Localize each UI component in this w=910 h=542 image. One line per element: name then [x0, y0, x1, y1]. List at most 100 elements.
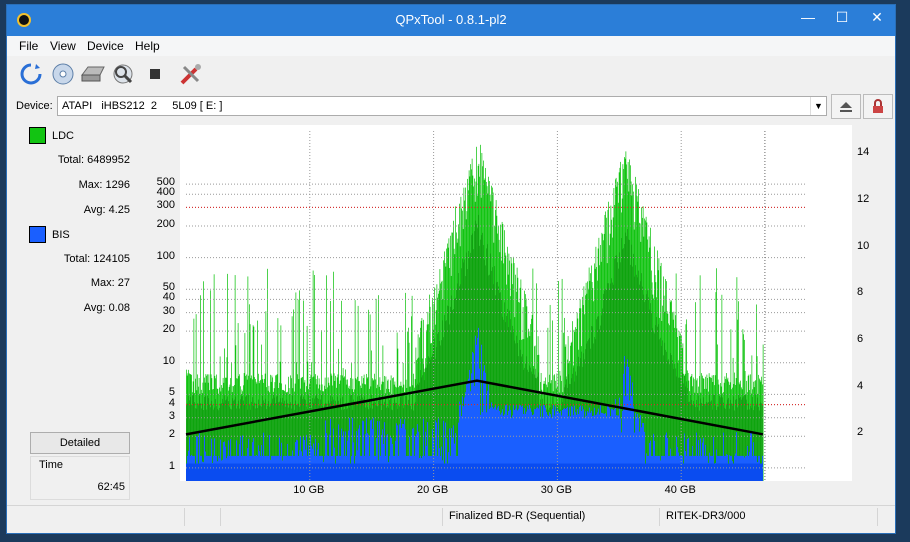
ldc-average-bar [198, 404, 199, 481]
ldc-average-bar [241, 396, 242, 481]
ldc-average-bar [378, 400, 379, 481]
ldc-average-bar [314, 398, 315, 481]
bis-bar [329, 434, 330, 481]
bis-bar [496, 409, 497, 481]
bis-bar [458, 422, 459, 481]
ldc-bar [558, 280, 559, 481]
ldc-average-bar [187, 403, 188, 481]
bis-bar [564, 408, 565, 481]
ldc-bar [736, 277, 738, 481]
ldc-average-bar [743, 396, 744, 481]
maximize-button[interactable]: ☐ [835, 9, 849, 25]
ldc-average-bar [610, 283, 611, 481]
menu-help[interactable]: Help [135, 39, 160, 53]
bis-bar [603, 413, 604, 481]
ldc-average-bar [651, 311, 652, 481]
bis-bar [584, 417, 585, 481]
ldc-average-bar [324, 405, 325, 481]
bis-bar [412, 428, 413, 481]
device-select[interactable]: ATAPI iHBS212 2 5L09 [ E: ] ▼ [57, 96, 827, 116]
bis-bar [487, 390, 488, 481]
bis-bar [542, 416, 543, 481]
bis-bar [751, 431, 752, 481]
bis-bar [569, 407, 570, 481]
ldc-average-bar [740, 396, 741, 481]
bis-bar [392, 443, 393, 481]
ldc-average-bar [186, 404, 187, 481]
bis-bar [665, 434, 666, 481]
minimize-button[interactable]: — [791, 5, 825, 31]
ldc-average-bar [656, 316, 657, 481]
menu-file[interactable]: File [19, 39, 39, 53]
ldc-average-bar [260, 405, 261, 481]
bis-bar [204, 435, 205, 481]
bis-bar [509, 405, 510, 481]
bis-bar [521, 406, 522, 481]
ldc-average-bar [442, 320, 443, 481]
ldc-average-bar [508, 327, 509, 481]
bis-bar [325, 420, 326, 481]
bis-bar [382, 429, 383, 481]
bis-bar [632, 382, 633, 481]
bis-bar [425, 431, 426, 481]
bis-bar [223, 442, 224, 481]
ldc-average-bar [190, 396, 191, 481]
scan-icon[interactable] [109, 60, 137, 88]
ldc-average-bar [375, 402, 376, 481]
ldc-average-bar [307, 409, 308, 481]
bis-bar [605, 413, 606, 481]
bis-bar [242, 435, 243, 481]
ldc-average-bar [385, 397, 386, 481]
status-disc-type: Finalized BD-R (Sequential) [443, 508, 660, 526]
ldc-average-bar [462, 258, 463, 481]
refresh-icon[interactable] [17, 60, 45, 88]
bis-bar [502, 409, 503, 481]
ldc-average-bar [270, 405, 271, 481]
drive-icon[interactable] [79, 60, 107, 88]
ldc-average-bar [626, 236, 627, 481]
bis-bar [547, 414, 548, 481]
ldc-average-bar [351, 394, 352, 481]
stop-icon[interactable] [141, 60, 169, 88]
ldc-average-bar [632, 266, 633, 481]
bis-bar [517, 410, 518, 481]
bis-bar [469, 369, 470, 481]
bis-bar [396, 423, 397, 481]
ldc-bar [200, 295, 201, 481]
bis-bar [474, 386, 475, 481]
ldc-average-bar [354, 401, 355, 481]
detailed-button[interactable]: Detailed [30, 432, 130, 454]
bis-bar [486, 412, 487, 481]
bis-bar [326, 433, 327, 481]
ldc-average-bar [593, 343, 594, 481]
bis-bar [571, 406, 572, 481]
ldc-average-bar [645, 299, 646, 481]
ldc-average-bar [225, 400, 226, 481]
settings-tools-icon[interactable] [177, 60, 205, 88]
ldc-average-bar [721, 395, 722, 481]
ldc-bar [303, 300, 304, 481]
bis-bar [570, 416, 571, 481]
eject-button[interactable] [831, 94, 861, 119]
ldc-average-bar [431, 356, 432, 481]
ldc-average-bar [611, 278, 612, 481]
bis-bar [472, 351, 473, 481]
close-button[interactable]: ✕ [871, 9, 883, 25]
menu-device[interactable]: Device [87, 39, 124, 53]
menu-view[interactable]: View [50, 39, 76, 53]
ldc-average-bar [419, 382, 420, 481]
bis-bar [561, 415, 562, 481]
ldc-average-bar [692, 404, 693, 481]
bis-bar [534, 409, 535, 481]
bis-bar [625, 396, 626, 481]
lock-button[interactable] [863, 94, 893, 119]
disc-info-icon[interactable] [49, 60, 77, 88]
ldc-average-bar [591, 326, 592, 481]
ldc-average-bar [302, 398, 303, 481]
bis-bar [599, 414, 600, 481]
bis-bar [588, 412, 589, 481]
ldc-average-bar [438, 330, 439, 481]
bis-bar [612, 409, 613, 481]
bis-bar [615, 399, 616, 481]
chevron-down-icon[interactable]: ▼ [810, 97, 826, 115]
